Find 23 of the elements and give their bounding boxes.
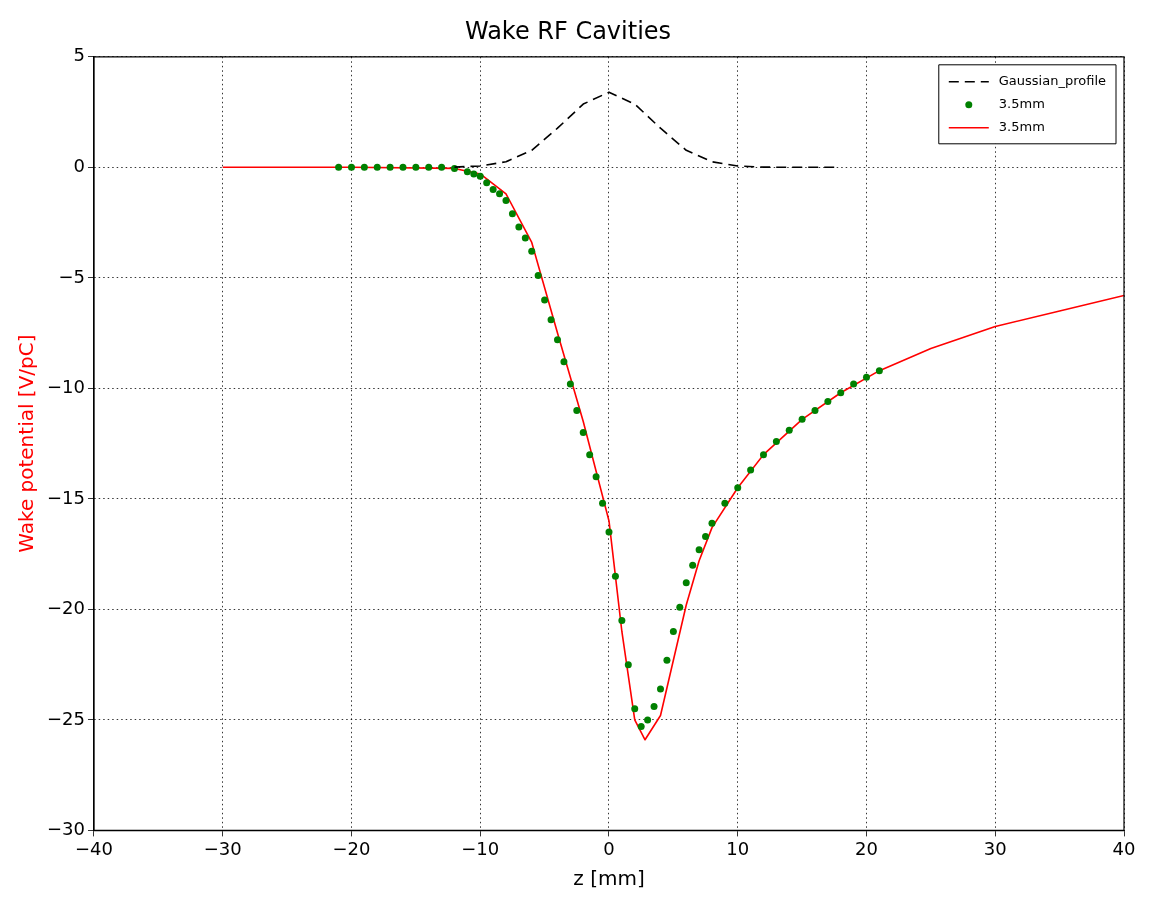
legend-label: 3.5mm: [998, 119, 1045, 135]
x-tick-label: 40: [1112, 837, 1136, 859]
y-tick-label: −30: [46, 818, 85, 840]
y-tick-label: −25: [46, 707, 85, 729]
y-axis-title: Wake potential [V/pC]: [14, 334, 39, 553]
x-axis-title: z [mm]: [573, 866, 645, 891]
x-tick-label: −30: [203, 837, 242, 859]
y-tick-label: −10: [46, 376, 85, 398]
x-tick-label: 20: [855, 837, 878, 859]
chart-title: Wake RF Cavities: [464, 16, 672, 45]
x-tick-label: −10: [461, 837, 500, 859]
y-tick-label: −5: [58, 265, 85, 287]
legend-label: 3.5mm: [998, 96, 1045, 112]
y-tick-label: 0: [73, 154, 85, 176]
y-tick-label: −20: [46, 597, 85, 619]
y-tick-label: −15: [46, 486, 85, 508]
x-tick-label: −20: [332, 837, 371, 859]
y-tick-label: 5: [73, 44, 85, 66]
legend-label: Gaussian_profile: [998, 73, 1107, 89]
x-tick-label: 30: [983, 837, 1007, 859]
x-tick-label: −40: [74, 837, 113, 859]
x-tick-label: 0: [603, 837, 615, 859]
x-tick-label: 10: [726, 837, 750, 859]
